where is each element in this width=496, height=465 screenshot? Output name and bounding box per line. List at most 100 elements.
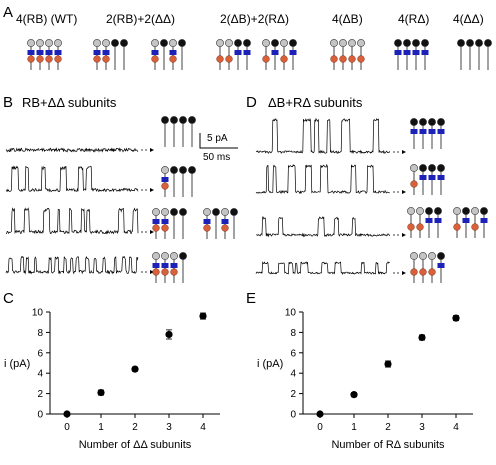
d-icon-row1: [410, 118, 445, 149]
d-icon-row2: [410, 164, 445, 195]
construct-label-5: 4(RΔ): [398, 12, 429, 26]
channel-icon-rb-dd-b: [151, 39, 186, 70]
subunit-cap: [471, 207, 479, 215]
trace-path: [255, 216, 391, 238]
d-icon-row3a: [407, 207, 442, 238]
gate-domain: [428, 129, 436, 134]
y-tick-label: 2: [37, 389, 43, 400]
y-axis-label: i (pA): [257, 358, 283, 370]
subunit-cap: [169, 39, 177, 47]
subunit-cap: [93, 39, 101, 47]
gate-domain: [161, 263, 169, 268]
subunit-cap: [36, 39, 44, 47]
y-axis-label: i (pA): [4, 358, 30, 370]
y-tick-label: 4: [37, 369, 43, 380]
subunit-cap: [179, 252, 187, 260]
gate-domain: [170, 263, 178, 268]
closed-level-arrow: [402, 190, 406, 194]
subunit-cap: [102, 39, 110, 47]
ball-domain: [161, 224, 169, 232]
closed-level-arrow: [402, 271, 406, 275]
ball-domain: [54, 55, 62, 63]
trace-b4: [5, 255, 154, 275]
trace-d1: [255, 117, 406, 155]
gate-domain: [169, 50, 177, 55]
subunit-cap: [462, 207, 470, 215]
subunit-cap: [271, 39, 279, 47]
b-icon-row3b: [203, 208, 238, 239]
ball-domain: [161, 182, 169, 190]
subunit-cap: [160, 39, 168, 47]
x-tick-label: 0: [317, 422, 323, 433]
subunit-cap: [289, 39, 297, 47]
closed-level-arrow: [150, 270, 154, 274]
subunit-cap: [161, 166, 169, 174]
trace-b2: [5, 165, 154, 193]
subunit-cap: [179, 208, 187, 216]
y-tick-label: 0: [290, 410, 296, 421]
panel-letter-e: E: [246, 290, 256, 307]
y-tick-label: 10: [285, 308, 297, 319]
y-tick-label: 8: [37, 328, 43, 339]
y-tick-label: 6: [37, 348, 43, 359]
construct-label-4: 4(ΔB): [332, 12, 363, 26]
subunit-cap: [188, 116, 196, 124]
subunit-cap: [434, 207, 442, 215]
chart-c: 0 2 4 6 8 10 0 1 2 3 4 Number of ΔΔ subunits i (pA): [4, 308, 220, 451]
ball-domain: [152, 224, 160, 232]
x-tick-label: 2: [385, 422, 391, 433]
gate-domain: [480, 218, 488, 223]
x-axis-label: Number of ΔΔ subunits: [79, 439, 192, 451]
subunit-cap: [428, 252, 436, 260]
subunit-cap: [203, 208, 211, 216]
closed-level-arrow: [150, 148, 154, 152]
ball-domain: [225, 55, 233, 63]
gate-domain: [161, 219, 169, 224]
subunit-cap: [230, 208, 238, 216]
subunit-cap: [170, 116, 178, 124]
ball-domain: [27, 55, 35, 63]
x-tick-label: 2: [132, 422, 138, 433]
ball-domain: [203, 224, 211, 232]
channel-icon-4dd: [457, 39, 492, 70]
subunit-cap: [170, 252, 178, 260]
closed-level-arrow: [150, 230, 154, 234]
gate-domain: [93, 50, 101, 55]
ball-domain: [45, 55, 53, 63]
trace-path: [5, 207, 139, 235]
gate-domain: [437, 129, 445, 134]
x-tick-label: 3: [166, 422, 172, 433]
ball-domain: [339, 55, 347, 63]
subunit-cap: [161, 208, 169, 216]
ball-domain: [410, 268, 418, 276]
gate-domain: [437, 175, 445, 180]
gate-domain: [434, 218, 442, 223]
channel-icon-4db: [330, 39, 365, 70]
panel-letter-d: D: [246, 94, 257, 111]
data-point: [199, 312, 207, 320]
subunit-cap: [262, 39, 270, 47]
gate-domain: [421, 50, 429, 55]
subunit-cap: [480, 207, 488, 215]
ball-domain: [169, 55, 177, 63]
subunit-cap: [437, 118, 445, 126]
panel-a-channel-icons: [27, 39, 492, 70]
trace-d2: [255, 163, 406, 195]
subunit-cap: [348, 39, 356, 47]
ball-domain: [152, 268, 160, 276]
gate-domain: [221, 219, 229, 224]
subunit-cap: [111, 39, 119, 47]
trace-channel-icons: [152, 116, 488, 283]
subunit-cap: [421, 39, 429, 47]
ball-domain: [262, 55, 270, 63]
x-tick-label: 1: [98, 422, 104, 433]
construct-label-1: 4(RB) (WT): [16, 12, 77, 26]
trace-path: [255, 261, 390, 275]
y-tick-label: 8: [290, 328, 296, 339]
x-tick-label: 1: [351, 422, 357, 433]
subunit-cap: [416, 207, 424, 215]
subunit-cap: [466, 39, 474, 47]
gate-domain: [54, 50, 62, 55]
data-point: [131, 365, 139, 373]
